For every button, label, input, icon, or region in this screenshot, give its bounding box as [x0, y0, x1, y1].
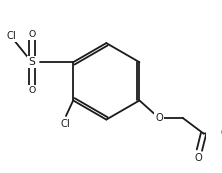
Text: S: S [28, 57, 35, 67]
Text: O: O [28, 86, 36, 95]
Text: O: O [194, 153, 202, 163]
Text: O: O [220, 128, 222, 138]
Text: O: O [155, 113, 163, 123]
Text: Cl: Cl [60, 119, 70, 129]
Text: Cl: Cl [6, 31, 16, 41]
Text: O: O [28, 30, 36, 39]
